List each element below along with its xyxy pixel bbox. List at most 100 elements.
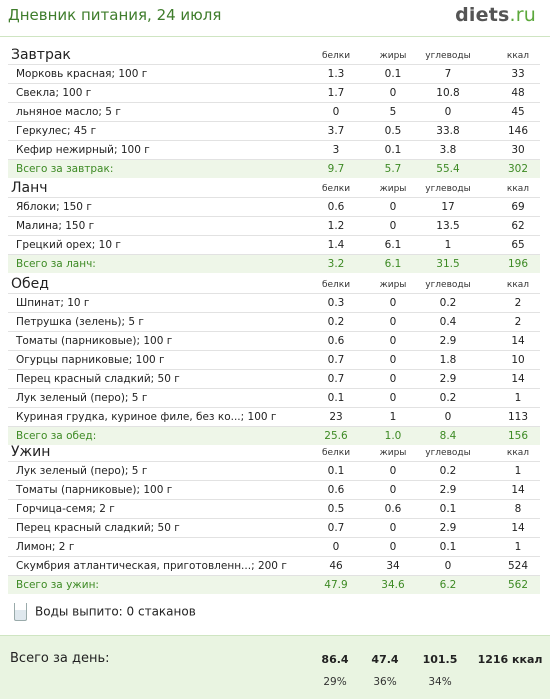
protein-value: 1.4 <box>327 239 345 251</box>
fat-value: 0 <box>389 392 397 404</box>
daily-kcal: 1216 ккал <box>477 653 543 666</box>
meal-section: Ланч белки жиры углеводы ккал Яблоки; 150 г 0.… <box>8 177 540 273</box>
column-header: жиры <box>379 280 407 290</box>
protein-value: 25.6 <box>324 430 348 442</box>
food-name: Лук зеленый (перо); 5 г <box>16 392 148 404</box>
column-header: белки <box>321 280 351 290</box>
food-name: Томаты (парниковые); 100 г <box>16 335 173 347</box>
food-name: Горчица-семя; 2 г <box>16 503 115 515</box>
carbs-value: 0.4 <box>439 316 457 328</box>
water-glass-icon[interactable] <box>14 603 27 621</box>
daily-carbs-pct: 34% <box>428 676 452 688</box>
logo-tld: .ru <box>509 4 536 26</box>
food-row[interactable]: Кефир нежирный; 100 г 3 0.1 3.8 30 <box>8 141 540 160</box>
food-row[interactable]: Скумбрия атлантическая, приготовленн...;… <box>8 557 540 576</box>
carbs-value: 2.9 <box>439 522 457 534</box>
food-row[interactable]: Малина; 150 г 1.2 0 13.5 62 <box>8 217 540 236</box>
protein-value: 1.7 <box>327 87 345 99</box>
column-header: углеводы <box>425 184 471 194</box>
kcal-value: 48 <box>511 87 525 99</box>
food-row[interactable]: Перец красный сладкий; 50 г 0.7 0 2.9 14 <box>8 370 540 389</box>
meal-total-label: Всего за обед: <box>16 430 97 442</box>
column-header: ккал <box>506 51 530 61</box>
daily-fat-pct: 36% <box>373 676 397 688</box>
carbs-value: 1 <box>444 239 452 251</box>
fat-value: 1 <box>389 411 397 423</box>
kcal-value: 1 <box>514 541 522 553</box>
protein-value: 0.7 <box>327 522 345 534</box>
carbs-value: 3.8 <box>439 144 457 156</box>
food-row[interactable]: Горчица-семя; 2 г 0.5 0.6 0.1 8 <box>8 500 540 519</box>
kcal-value: 524 <box>507 560 529 572</box>
meal-header: Ужин белки жиры углеводы ккал <box>8 441 540 461</box>
page-title: Дневник питания, 24 июля <box>8 6 222 24</box>
food-name: Яблоки; 150 г <box>16 201 92 213</box>
food-row[interactable]: Томаты (парниковые); 100 г 0.6 0 2.9 14 <box>8 332 540 351</box>
fat-value: 0 <box>389 335 397 347</box>
kcal-value: 156 <box>507 430 529 442</box>
food-row[interactable]: Свекла; 100 г 1.7 0 10.8 48 <box>8 84 540 103</box>
food-name: льняное масло; 5 г <box>16 106 121 118</box>
food-row[interactable]: льняное масло; 5 г 0 5 0 45 <box>8 103 540 122</box>
column-header: углеводы <box>425 51 471 61</box>
protein-value: 0.7 <box>327 373 345 385</box>
meal-header: Завтрак белки жиры углеводы ккал <box>8 44 540 64</box>
meal-total-row: Всего за ужин: 47.9 34.6 6.2 562 <box>8 576 540 594</box>
food-row[interactable]: Лук зеленый (перо); 5 г 0.1 0 0.2 1 <box>8 389 540 408</box>
protein-value: 3.7 <box>327 125 345 137</box>
food-row[interactable]: Перец красный сладкий; 50 г 0.7 0 2.9 14 <box>8 519 540 538</box>
daily-protein: 86.4 <box>321 653 349 666</box>
protein-value: 46 <box>329 560 343 572</box>
carbs-value: 0.2 <box>439 465 457 477</box>
food-name: Перец красный сладкий; 50 г <box>16 522 180 534</box>
kcal-value: 1 <box>514 392 522 404</box>
column-header: жиры <box>379 448 407 458</box>
kcal-value: 14 <box>511 373 525 385</box>
column-header: белки <box>321 184 351 194</box>
meal-name: Ланч <box>11 180 48 196</box>
water-text: Воды выпито: 0 стаканов <box>35 604 196 619</box>
protein-value: 0.1 <box>327 392 345 404</box>
food-row[interactable]: Яблоки; 150 г 0.6 0 17 69 <box>8 197 540 217</box>
protein-value: 3 <box>332 144 340 156</box>
food-row[interactable]: Морковь красная; 100 г 1.3 0.1 7 33 <box>8 64 540 84</box>
fat-value: 6.1 <box>384 258 402 270</box>
carbs-value: 1.8 <box>439 354 457 366</box>
column-header: белки <box>321 51 351 61</box>
fat-value: 0 <box>389 484 397 496</box>
carbs-value: 2.9 <box>439 484 457 496</box>
carbs-value: 31.5 <box>436 258 460 270</box>
column-header: углеводы <box>425 280 471 290</box>
protein-value: 9.7 <box>327 163 345 175</box>
column-header: ккал <box>506 448 530 458</box>
food-row[interactable]: Петрушка (зелень); 5 г 0.2 0 0.4 2 <box>8 313 540 332</box>
food-name: Перец красный сладкий; 50 г <box>16 373 180 385</box>
carbs-value: 7 <box>444 68 452 80</box>
carbs-value: 10.8 <box>436 87 460 99</box>
food-name: Огурцы парниковые; 100 г <box>16 354 165 366</box>
food-row[interactable]: Шпинат; 10 г 0.3 0 0.2 2 <box>8 293 540 313</box>
meal-name: Обед <box>11 276 49 292</box>
fat-value: 5 <box>389 106 397 118</box>
food-row[interactable]: Грецкий орех; 10 г 1.4 6.1 1 65 <box>8 236 540 255</box>
carbs-value: 6.2 <box>439 579 457 591</box>
kcal-value: 10 <box>511 354 525 366</box>
kcal-value: 562 <box>507 579 529 591</box>
food-row[interactable]: Томаты (парниковые); 100 г 0.6 0 2.9 14 <box>8 481 540 500</box>
logo-main: diets <box>455 4 510 26</box>
food-row[interactable]: Куриная грудка, куриное филе, без ко...;… <box>8 408 540 427</box>
kcal-value: 8 <box>514 503 522 515</box>
meal-section: Обед белки жиры углеводы ккал Шпинат; 10 г 0.3… <box>8 273 540 445</box>
daily-total-label: Всего за день: <box>10 651 110 666</box>
site-logo[interactable]: diets.ru <box>455 4 536 26</box>
kcal-value: 14 <box>511 335 525 347</box>
carbs-value: 55.4 <box>436 163 460 175</box>
protein-value: 23 <box>329 411 343 423</box>
kcal-value: 14 <box>511 484 525 496</box>
food-row[interactable]: Геркулес; 45 г 3.7 0.5 33.8 146 <box>8 122 540 141</box>
carbs-value: 0 <box>444 560 452 572</box>
food-row[interactable]: Лимон; 2 г 0 0 0.1 1 <box>8 538 540 557</box>
food-row[interactable]: Огурцы парниковые; 100 г 0.7 0 1.8 10 <box>8 351 540 370</box>
food-row[interactable]: Лук зеленый (перо); 5 г 0.1 0 0.2 1 <box>8 461 540 481</box>
kcal-value: 62 <box>511 220 525 232</box>
